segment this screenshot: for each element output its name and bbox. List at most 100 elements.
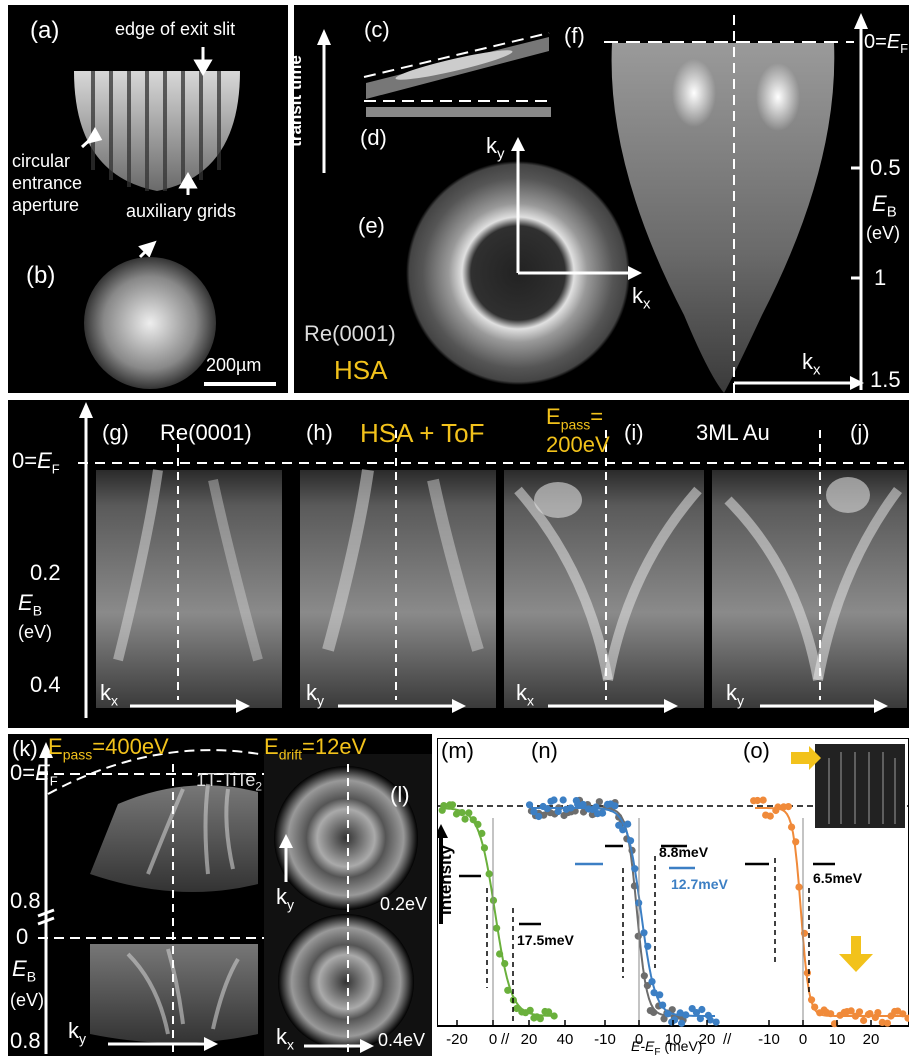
series-n-blue-data-point	[712, 1018, 720, 1026]
series-n-grey-data-point	[650, 1008, 658, 1016]
eb-label-f: EB	[872, 191, 897, 221]
panel-kl: (k) Epass=400eV Edrift=12eV 1T-TiTe2 (l)…	[8, 734, 432, 1056]
epass-label-1: Epass=	[546, 404, 604, 433]
series-m-data-point	[474, 820, 482, 828]
label-entrance-2: entrance	[12, 173, 83, 193]
label-b: (b)	[26, 262, 56, 289]
x-tick-label: 10	[665, 1031, 682, 1048]
fs-upper	[274, 766, 418, 910]
label-h: (h)	[306, 420, 333, 445]
series-n-blue-data-point	[543, 805, 551, 813]
series-o-data-point	[774, 803, 782, 811]
series-o-data-point	[899, 1010, 907, 1018]
eb-unit-f: (eV)	[866, 223, 901, 243]
series-m-data-point	[458, 809, 466, 817]
cone-image	[611, 43, 835, 393]
tick-0.5: 0.5	[870, 155, 901, 180]
label-n: (n)	[531, 738, 558, 763]
series-n-blue-data-point	[659, 1001, 667, 1009]
eb-label-k: EB	[12, 956, 37, 985]
series-o-data-point	[753, 796, 762, 805]
series-n-grey-data-point	[595, 798, 603, 806]
intensity-arrow	[439, 834, 443, 924]
series-o-data-point	[784, 803, 793, 811]
panel-mno: -20 0 20 40 -10 0 10 20 -10 0 10 20 // // (m) (n) (…	[434, 737, 912, 1058]
x-tick-label: 20	[521, 1031, 538, 1048]
series-n-blue-data-point	[611, 802, 619, 810]
series-n-blue-data-point	[530, 808, 538, 816]
series-m-data-point	[526, 1006, 534, 1014]
series-m-data-point	[496, 950, 504, 958]
label-exit-slit: edge of exit slit	[115, 19, 236, 39]
tick-layer: -20 0 20 40 -10 0 10 20 -10 0 10 20	[446, 1020, 879, 1048]
series-n-blue-data-point	[559, 796, 567, 804]
image-h	[300, 470, 496, 708]
series-n-blue-data-point	[670, 1016, 679, 1024]
series-m-data-point	[485, 870, 493, 878]
streak-c	[366, 37, 549, 99]
x-tick-label: 10	[829, 1031, 846, 1048]
panel-ab: (a) edge of exit slit circular entrance …	[8, 5, 288, 393]
series-o-data-point	[800, 929, 809, 937]
label-m: (m)	[441, 738, 474, 763]
series-n-blue-data-point	[550, 796, 558, 804]
eb-label-gj: EB	[18, 590, 43, 619]
series-n-blue-data-point	[648, 978, 656, 986]
x-tick-label: -10	[758, 1031, 780, 1048]
label-a: (a)	[30, 17, 60, 44]
series-n-grey-data-point	[660, 1015, 668, 1023]
x-tick-label: 40	[557, 1031, 574, 1048]
material-label: 1T-TiTe2	[196, 770, 263, 794]
sample-label: Re(0001)	[304, 321, 396, 346]
label-i: (i)	[624, 420, 644, 445]
image-g	[96, 470, 282, 708]
intensity-label: Intensity	[435, 845, 455, 915]
series-m-data-point	[448, 801, 457, 809]
width-label-n-1: 8.8meV	[659, 844, 709, 860]
kx-label-l: kx	[276, 1024, 294, 1053]
tick-0.4: 0.4	[30, 672, 61, 697]
series-n-blue-data-point	[664, 1010, 672, 1018]
tick-0.8-lower: 0.8	[10, 1028, 41, 1053]
series-n-blue-data-point	[682, 1011, 690, 1019]
series-n-blue-data-point	[650, 989, 658, 997]
down-arrow	[839, 936, 873, 972]
series-n-blue-data-point	[706, 1016, 714, 1024]
series-n-blue-data-point	[554, 807, 562, 816]
series-o-data-point	[866, 1010, 874, 1018]
series-n-blue-data-point	[592, 803, 600, 811]
kx-label-f: kx	[802, 349, 821, 379]
series-o-data-point	[787, 823, 796, 831]
panel-gj-image	[78, 402, 909, 718]
series-n-blue-data-point	[631, 865, 639, 873]
x-tick-label: 20	[863, 1031, 880, 1048]
energy-0.4-label: 0.4eV	[378, 1030, 426, 1050]
hsa-label: HSA	[334, 355, 388, 385]
aperture-image	[74, 71, 240, 191]
width-label-o: 6.5meV	[813, 870, 863, 886]
width-label-m: 17.5meV	[517, 932, 574, 948]
series-n-blue-data-point	[624, 820, 632, 828]
series-o-data-point	[827, 1010, 835, 1018]
series-n-blue-data-point	[698, 1005, 706, 1014]
tick-0.8-upper: 0.8	[10, 888, 41, 913]
tick-0.2: 0.2	[30, 560, 61, 585]
x-tick-label: 20	[699, 1031, 716, 1048]
ky-label-k: ky	[68, 1018, 86, 1047]
axis-break-2: //	[723, 1031, 732, 1048]
series-n-grey-data-point	[634, 932, 642, 940]
series-m-data-point	[550, 1012, 558, 1020]
ky-label-l: ky	[276, 884, 294, 913]
edrift-label: Edrift=12eV	[264, 734, 367, 763]
axis-break-1: //	[501, 1031, 510, 1048]
series-m-data-point	[501, 960, 509, 968]
series-o-data-point	[859, 1016, 868, 1025]
hsa-tof-label: HSA + ToF	[360, 418, 485, 448]
epass-value: 200eV	[546, 432, 610, 457]
series-m-data-point	[545, 1008, 553, 1016]
fs-lower	[278, 914, 414, 1050]
image-j	[712, 470, 907, 708]
re-label: Re(0001)	[160, 420, 252, 445]
series-o-data-point	[803, 969, 811, 977]
series-m-data-point	[440, 802, 448, 810]
